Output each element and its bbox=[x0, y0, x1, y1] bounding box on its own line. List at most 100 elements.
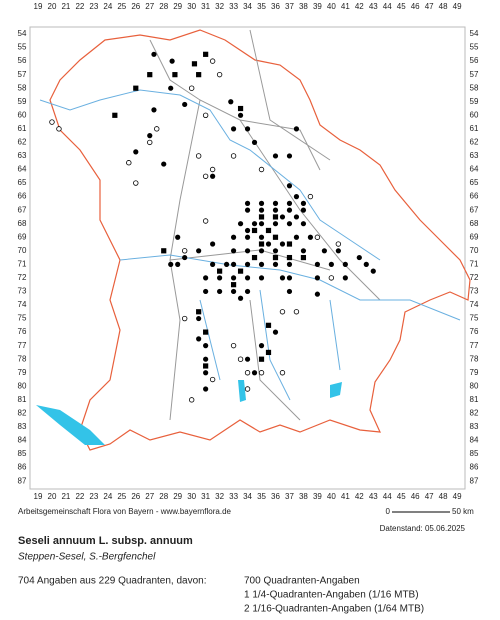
record-dot bbox=[196, 336, 202, 342]
row-label: 69 bbox=[18, 232, 27, 241]
row-label: 64 bbox=[18, 165, 27, 174]
row-label: 71 bbox=[18, 259, 27, 268]
record-square bbox=[258, 241, 265, 247]
record-circle bbox=[293, 309, 300, 315]
record-dot bbox=[272, 248, 279, 254]
column-label: 22 bbox=[75, 2, 84, 11]
row-label: 75 bbox=[470, 314, 479, 323]
column-label: 45 bbox=[397, 492, 406, 501]
scale-end: 50 km bbox=[452, 507, 474, 516]
record-square bbox=[251, 254, 258, 261]
record-dot bbox=[279, 275, 286, 281]
column-label: 22 bbox=[75, 492, 84, 501]
column-label: 39 bbox=[313, 492, 322, 501]
row-label: 82 bbox=[18, 409, 27, 418]
record-circle bbox=[133, 180, 139, 186]
record-square bbox=[203, 363, 209, 369]
row-label: 60 bbox=[470, 110, 479, 119]
record-square bbox=[133, 85, 139, 91]
row-label: 58 bbox=[18, 83, 27, 92]
column-label: 42 bbox=[355, 492, 364, 501]
record-circle bbox=[244, 370, 251, 376]
record-dot bbox=[223, 261, 230, 267]
record-circle bbox=[258, 370, 265, 376]
row-label: 61 bbox=[18, 124, 27, 133]
record-dot bbox=[279, 241, 286, 247]
record-dot bbox=[196, 315, 202, 322]
record-square bbox=[191, 61, 198, 67]
record-circle bbox=[209, 376, 216, 383]
row-label: 62 bbox=[18, 138, 27, 147]
record-dot bbox=[169, 58, 175, 64]
row-label: 58 bbox=[470, 83, 479, 92]
record-dot bbox=[244, 207, 251, 213]
record-circle bbox=[209, 166, 216, 173]
record-circle bbox=[154, 126, 160, 132]
row-label: 72 bbox=[18, 273, 27, 282]
column-label: 37 bbox=[285, 2, 294, 11]
record-dot bbox=[272, 221, 279, 227]
subtitle: Steppen-Sesel, S.-Bergfenchel bbox=[18, 552, 156, 563]
record-dot bbox=[258, 261, 265, 267]
record-dot bbox=[244, 288, 251, 295]
record-square bbox=[286, 254, 293, 261]
row-label: 79 bbox=[470, 368, 479, 377]
lake bbox=[36, 405, 105, 445]
record-circle bbox=[335, 241, 342, 247]
row-label: 64 bbox=[470, 165, 479, 174]
record-circle bbox=[209, 58, 216, 64]
record-dot bbox=[300, 248, 307, 254]
record-dot bbox=[251, 370, 258, 376]
column-label: 20 bbox=[48, 492, 57, 501]
summary: 704 Angaben aus 229 Quadranten, davon: bbox=[18, 576, 207, 587]
record-dot bbox=[217, 288, 223, 295]
record-circle bbox=[195, 153, 202, 159]
record-dot bbox=[237, 221, 244, 227]
record-dot bbox=[293, 214, 300, 220]
column-label: 21 bbox=[61, 2, 70, 11]
column-label: 19 bbox=[34, 2, 43, 11]
record-dot bbox=[314, 261, 320, 267]
credit: Arbeitsgemeinschaft Flora von Bayern - w… bbox=[18, 507, 232, 516]
record-dot bbox=[342, 261, 348, 267]
record-dot bbox=[258, 248, 265, 254]
record-square bbox=[272, 234, 279, 240]
record-dot bbox=[210, 173, 216, 179]
record-circle bbox=[202, 112, 209, 118]
row-label: 68 bbox=[470, 219, 479, 228]
record-dot bbox=[293, 194, 300, 200]
row-label: 75 bbox=[18, 314, 27, 323]
record-dot bbox=[279, 214, 286, 220]
record-circle bbox=[49, 119, 55, 125]
record-dot bbox=[272, 207, 279, 213]
record-circle bbox=[188, 397, 195, 403]
row-label: 86 bbox=[18, 463, 27, 472]
record-dot bbox=[203, 288, 209, 295]
record-dot bbox=[314, 275, 320, 281]
record-dot bbox=[147, 133, 153, 139]
row-label: 68 bbox=[18, 219, 27, 228]
record-dot bbox=[230, 126, 237, 132]
row-label: 63 bbox=[18, 151, 27, 160]
record-dot bbox=[133, 149, 139, 155]
row-label: 54 bbox=[470, 29, 479, 38]
record-dot bbox=[286, 200, 293, 206]
row-label: 85 bbox=[470, 449, 479, 458]
record-circle bbox=[279, 370, 286, 376]
row-label: 56 bbox=[18, 56, 27, 65]
detail: 1 1/4-Quadranten-Angaben (1/16 MTB) bbox=[244, 590, 419, 601]
lake bbox=[238, 380, 342, 402]
record-dot bbox=[258, 343, 265, 349]
record-dot bbox=[244, 356, 251, 362]
row-label: 57 bbox=[18, 70, 27, 79]
column-label: 36 bbox=[271, 492, 280, 501]
row-label: 77 bbox=[470, 341, 479, 350]
row-label: 84 bbox=[18, 436, 27, 445]
record-dot bbox=[293, 234, 300, 240]
record-dot bbox=[356, 254, 362, 261]
record-dot bbox=[203, 386, 209, 392]
row-label: 56 bbox=[470, 56, 479, 65]
record-dot bbox=[314, 291, 320, 297]
record-dot bbox=[168, 85, 174, 91]
record-circle bbox=[147, 139, 153, 146]
